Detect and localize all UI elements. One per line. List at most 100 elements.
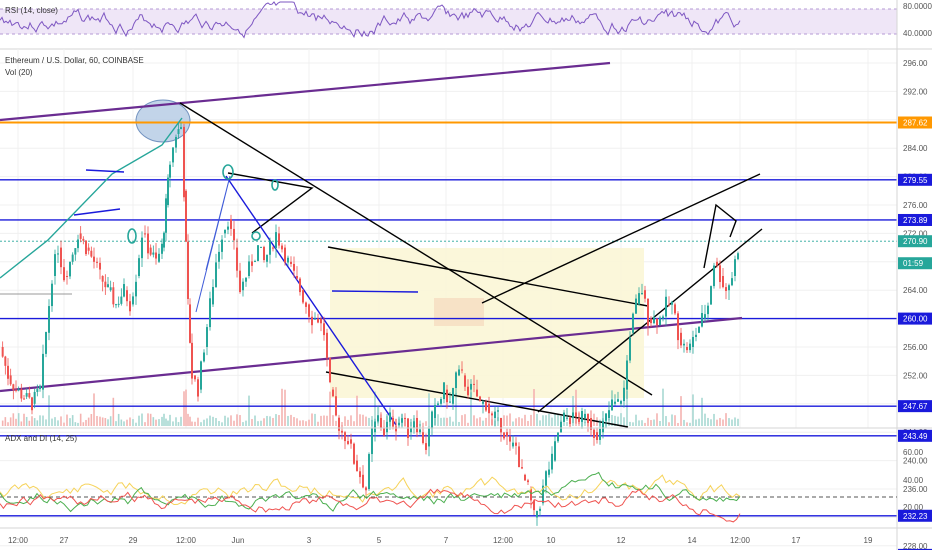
volume-bar: [719, 417, 721, 426]
candle-body: [165, 198, 167, 233]
candle-body: [107, 284, 109, 288]
volume-bar: [728, 418, 730, 426]
candle-body: [20, 389, 23, 399]
volume-bar: [710, 419, 712, 426]
candle-body: [9, 375, 12, 385]
candle-body: [452, 388, 454, 404]
candle-body: [620, 401, 622, 404]
volume-bar: [656, 413, 658, 426]
volume-bar: [326, 415, 328, 426]
blue-small-2: [85, 169, 125, 173]
volume-bar: [641, 420, 643, 426]
level-badge-label: 270.90: [903, 237, 928, 246]
volume-bar: [476, 418, 478, 426]
candle-body: [377, 415, 379, 422]
candle-body: [311, 316, 313, 326]
candle-body: [248, 261, 250, 276]
volume-bar: [305, 421, 307, 426]
volume-bar: [99, 416, 101, 426]
blue-small-1: [73, 208, 121, 216]
volume-bar: [443, 417, 445, 426]
volume-bar: [308, 419, 310, 426]
candle-body: [117, 303, 120, 305]
volume-bar: [653, 419, 655, 426]
volume-bar: [725, 413, 727, 426]
candle-body: [521, 467, 523, 469]
candle-body: [51, 283, 53, 307]
candle-body: [36, 389, 39, 392]
volume-bar: [200, 422, 202, 426]
volume-bar: [506, 415, 508, 426]
volume-bar: [69, 418, 71, 426]
rsi-tick-80: 80.0000: [903, 2, 932, 11]
candle-body: [566, 417, 568, 419]
candle-body: [152, 252, 155, 255]
volume-bar: [254, 415, 256, 426]
candle-body: [362, 474, 364, 488]
volume-bar: [638, 420, 640, 426]
volume-bar: [82, 422, 85, 426]
candle-body: [473, 383, 475, 385]
volume-bar: [671, 414, 673, 426]
volume-bar: [77, 422, 79, 426]
volume-bar: [74, 422, 77, 426]
candle-body: [671, 301, 673, 305]
volume-bar: [611, 414, 613, 426]
candle-body: [347, 441, 349, 444]
volume-bar: [662, 388, 664, 426]
candle-body: [704, 314, 706, 319]
candle-body: [398, 422, 400, 426]
blue-down-line: [225, 175, 397, 426]
time-tick-label: 12:00: [730, 536, 751, 545]
candle-body: [45, 331, 47, 354]
purple-upper-line: [0, 61, 611, 122]
candle-body: [60, 247, 62, 268]
candle-body: [287, 257, 289, 263]
candle-body: [509, 436, 511, 442]
volume-bar: [203, 419, 205, 426]
candle-body: [503, 432, 505, 439]
volume-bar: [51, 418, 53, 426]
candle-body: [569, 417, 571, 424]
candle-body: [611, 399, 613, 411]
price-tick-label: 284.00: [903, 144, 928, 153]
candle-body: [132, 296, 134, 305]
volume-bar: [545, 415, 547, 426]
volume-bar: [317, 421, 319, 426]
volume-bar: [138, 415, 140, 426]
candle-body: [272, 247, 274, 249]
volume-bar: [566, 421, 568, 426]
candle-body: [557, 432, 559, 442]
candle-body: [175, 136, 177, 148]
green-ellipse-3: [251, 231, 261, 241]
candle-body: [449, 401, 451, 403]
volume-bar: [449, 416, 451, 426]
volume-bar: [701, 397, 703, 426]
candle-body: [386, 421, 388, 433]
candle-body: [587, 413, 589, 423]
price-tick-label: 292.00: [903, 87, 928, 96]
horizontal-levels: [0, 121, 897, 517]
volume-bar: [129, 417, 131, 426]
candle-body: [129, 301, 131, 312]
green-ellipse-1: [127, 228, 137, 244]
volume-bar: [707, 417, 709, 426]
candle-body: [120, 296, 123, 304]
candle-body: [680, 332, 682, 346]
candle-body: [79, 233, 82, 239]
rsi-label: RSI (14, close): [5, 6, 58, 15]
candle-body: [39, 385, 41, 390]
price-axis: 296.00292.00288.00284.00280.00276.00272.…: [898, 59, 932, 550]
volume-bar: [365, 416, 367, 426]
candle-body: [392, 418, 394, 427]
green-ellipse-2: [222, 164, 234, 180]
volume-bar: [260, 420, 262, 426]
candle-body: [368, 454, 370, 489]
candle-body: [380, 418, 382, 428]
candle-body: [77, 239, 79, 249]
volume-bar: [152, 417, 155, 426]
candle-body: [428, 428, 430, 447]
level-badge-label: 260.00: [903, 315, 928, 324]
volume-bar: [530, 414, 532, 426]
